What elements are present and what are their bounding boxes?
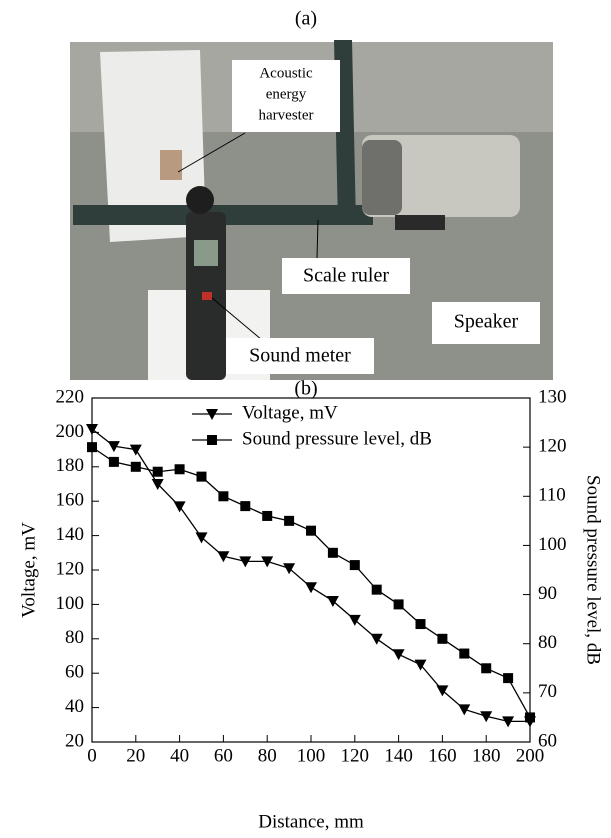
- marker: [218, 491, 229, 502]
- x-tick-label: 120: [341, 745, 370, 766]
- marker: [284, 515, 295, 526]
- x-tick-label: 40: [170, 745, 189, 766]
- marker: [503, 673, 514, 684]
- marker: [481, 663, 492, 674]
- meter-label: Sound meter: [249, 345, 351, 367]
- harvester-label: Acoustic: [259, 65, 313, 81]
- marker: [174, 464, 185, 475]
- y-tick-label: 60: [65, 662, 84, 683]
- y2-tick-label: 130: [538, 386, 567, 407]
- marker: [152, 466, 163, 477]
- marker: [480, 711, 493, 723]
- legend-label: Sound pressure level, dB: [242, 428, 432, 449]
- y-tick-label: 220: [56, 386, 85, 407]
- marker: [305, 582, 317, 594]
- x-tick-label: 60: [214, 745, 233, 766]
- marker: [437, 633, 448, 644]
- marker: [207, 435, 217, 445]
- y-tick-label: 40: [65, 696, 84, 717]
- marker: [206, 409, 218, 420]
- y-axis-label: Voltage, mV: [18, 522, 39, 618]
- photo: [70, 40, 553, 380]
- marker: [436, 685, 449, 697]
- marker: [151, 479, 164, 490]
- y-tick-label: 140: [56, 524, 85, 545]
- marker: [261, 556, 274, 568]
- marker: [502, 716, 515, 728]
- y2-axis-label: Sound pressure level, dB: [583, 475, 604, 665]
- y2-tick-label: 60: [538, 730, 557, 751]
- marker: [262, 510, 273, 521]
- marker: [173, 501, 186, 513]
- harvester-label: energy: [266, 86, 307, 102]
- y-tick-label: 200: [56, 421, 85, 442]
- x-tick-label: 160: [428, 745, 457, 766]
- y2-tick-label: 80: [538, 632, 557, 653]
- panel-label: (b): [294, 378, 317, 400]
- y-tick-label: 160: [56, 490, 85, 511]
- y-tick-label: 180: [56, 455, 85, 476]
- plot-frame: [91, 397, 531, 743]
- x-axis-label: Distance, mm: [258, 811, 364, 832]
- y2-tick-label: 120: [538, 436, 567, 457]
- marker: [327, 547, 338, 558]
- marker: [217, 551, 230, 563]
- y-tick-label: 100: [56, 593, 85, 614]
- harvester-label: harvester: [259, 107, 314, 123]
- marker: [129, 444, 142, 456]
- y2-tick-label: 90: [538, 583, 557, 604]
- marker: [239, 556, 252, 568]
- marker: [240, 501, 251, 512]
- marker: [393, 599, 404, 610]
- marker: [195, 532, 208, 544]
- legend-label: Voltage, mV: [242, 402, 338, 423]
- marker: [414, 659, 427, 671]
- marker: [348, 614, 361, 626]
- ruler-label: Scale ruler: [303, 265, 389, 287]
- marker: [392, 649, 405, 661]
- y2-tick-label: 100: [538, 534, 567, 555]
- marker: [326, 595, 339, 607]
- y2-tick-label: 70: [538, 681, 557, 702]
- marker: [196, 471, 207, 482]
- marker: [349, 560, 360, 571]
- marker: [87, 442, 97, 453]
- marker: [108, 456, 119, 467]
- marker: [306, 525, 316, 536]
- marker: [283, 563, 296, 575]
- x-tick-label: 100: [297, 745, 326, 766]
- marker: [86, 423, 98, 435]
- marker: [525, 712, 535, 723]
- speaker-label: Speaker: [454, 311, 519, 333]
- marker: [130, 461, 141, 472]
- marker: [415, 619, 426, 630]
- x-tick-label: 180: [472, 745, 501, 766]
- x-tick-label: 20: [126, 745, 145, 766]
- x-tick-label: 200: [516, 745, 545, 766]
- x-tick-label: 0: [87, 745, 97, 766]
- y-tick-label: 120: [56, 558, 85, 579]
- x-tick-label: 80: [258, 745, 277, 766]
- panel-label: (a): [295, 8, 317, 30]
- marker: [371, 584, 382, 595]
- y-tick-label: 20: [65, 730, 84, 751]
- x-tick-label: 140: [384, 745, 413, 766]
- marker: [458, 704, 471, 716]
- y-tick-label: 80: [65, 627, 84, 648]
- marker: [107, 441, 120, 453]
- y2-tick-label: 110: [538, 485, 566, 506]
- marker: [459, 648, 470, 659]
- marker: [370, 633, 383, 645]
